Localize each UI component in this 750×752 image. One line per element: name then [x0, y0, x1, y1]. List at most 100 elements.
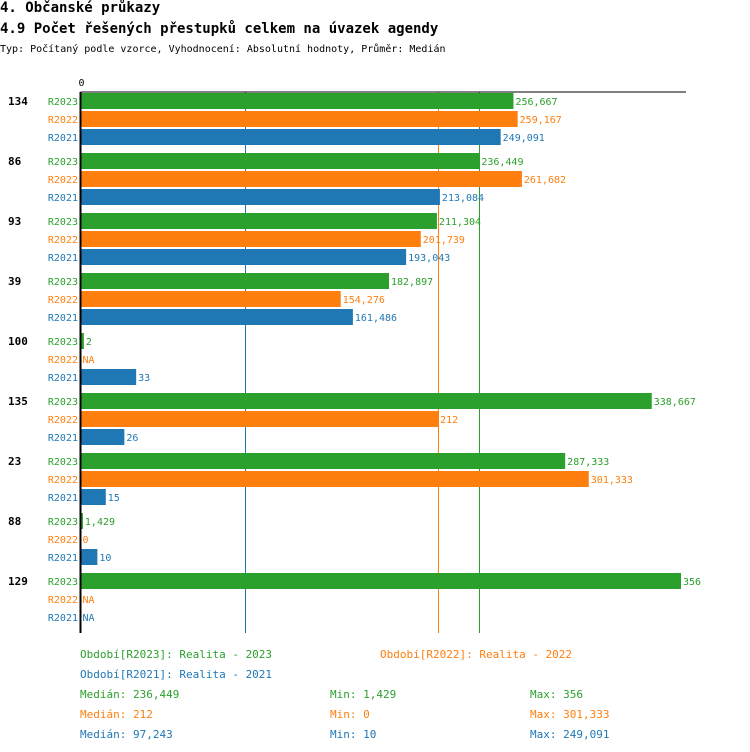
data-label: 201,739 — [423, 235, 465, 246]
data-label: 26 — [126, 433, 138, 444]
data-label: 0 — [83, 535, 89, 546]
data-label: 182,897 — [391, 277, 433, 288]
bar-r2023 — [80, 213, 437, 229]
data-label: 301,333 — [591, 475, 633, 486]
data-label: NA — [83, 355, 95, 366]
series-label-r2023: R2023 — [48, 577, 78, 588]
bar-r2021 — [80, 309, 353, 325]
bar-r2022 — [80, 171, 522, 187]
bar-r2021 — [80, 129, 501, 145]
category-label: 23 — [8, 455, 21, 468]
data-label: 287,333 — [567, 457, 609, 468]
bar-r2021 — [80, 549, 98, 565]
data-label: 193,043 — [408, 253, 450, 264]
series-label-r2022: R2022 — [48, 595, 78, 606]
data-label: NA — [83, 613, 95, 624]
data-label: 2 — [86, 337, 92, 348]
stat-max-2023: Max: 356 — [530, 688, 583, 701]
bar-r2021 — [80, 429, 125, 445]
data-label: 10 — [99, 553, 111, 564]
legend-period-2023: Období[R2023]: Realita - 2023 — [80, 648, 273, 661]
category-label: 129 — [8, 575, 28, 588]
data-label: 33 — [138, 373, 150, 384]
data-label: 211,304 — [439, 217, 481, 228]
data-label: NA — [83, 595, 95, 606]
stat-median-2021: Medián: 97,243 — [80, 728, 173, 741]
series-label-r2023: R2023 — [48, 217, 78, 228]
stat-min-2022: Min: 0 — [330, 708, 370, 721]
bar-r2023 — [80, 93, 514, 109]
bar-r2023 — [80, 513, 83, 529]
series-label-r2021: R2021 — [48, 193, 78, 204]
series-label-r2023: R2023 — [48, 457, 78, 468]
category-label: 100 — [8, 335, 28, 348]
data-label: 161,486 — [355, 313, 397, 324]
bar-r2021 — [80, 189, 440, 205]
series-label-r2022: R2022 — [48, 175, 78, 186]
series-label-r2022: R2022 — [48, 535, 78, 546]
data-label: 212 — [440, 415, 458, 426]
series-label-r2021: R2021 — [48, 313, 78, 324]
bar-r2023 — [80, 393, 652, 409]
series-label-r2022: R2022 — [48, 235, 78, 246]
category-label: 135 — [8, 395, 28, 408]
data-label: 256,667 — [515, 97, 557, 108]
data-label: 259,167 — [520, 115, 562, 126]
data-label: 249,091 — [503, 133, 545, 144]
bar-r2022 — [80, 411, 439, 427]
chart-title: 4.9 Počet řešených přestupků celkem na ú… — [0, 21, 439, 37]
series-label-r2022: R2022 — [48, 115, 78, 126]
stat-min-2023: Min: 1,429 — [330, 688, 397, 701]
series-label-r2021: R2021 — [48, 493, 78, 504]
data-label: 15 — [108, 493, 120, 504]
page-title: 4. Občanské průkazy — [0, 0, 161, 16]
chart-meta: Typ: Počítaný podle vzorce, Vyhodnocení:… — [0, 44, 446, 55]
data-label: 154,276 — [343, 295, 385, 306]
stat-median-2023: Medián: 236,449 — [80, 688, 180, 701]
legend-period-2022: Období[R2022]: Realita - 2022 — [380, 648, 573, 661]
stat-max-2021: Max: 249,091 — [530, 728, 610, 741]
bar-chart: 0 134 R2023 256,667 R2022 259,167 R2021 249,091… — [8, 78, 701, 633]
category-label: 39 — [8, 275, 21, 288]
series-label-r2021: R2021 — [48, 553, 78, 564]
stat-max-2022: Max: 301,333 — [530, 708, 610, 721]
bar-r2023 — [80, 453, 566, 469]
category-label: 88 — [8, 515, 21, 528]
data-label: 261,682 — [524, 175, 566, 186]
series-label-r2021: R2021 — [48, 433, 78, 444]
bar-r2023 — [80, 273, 390, 289]
series-label-r2021: R2021 — [48, 253, 78, 264]
data-label: 1,429 — [85, 517, 115, 528]
category-label: 134 — [8, 95, 28, 108]
bar-r2021 — [80, 369, 137, 385]
series-label-r2021: R2021 — [48, 133, 78, 144]
bar-r2023 — [80, 573, 681, 589]
legend-period-2021: Období[R2021]: Realita - 2021 — [80, 668, 273, 681]
series-label-r2021: R2021 — [48, 613, 78, 624]
bar-r2022 — [80, 471, 589, 487]
stat-median-2022: Medián: 212 — [80, 708, 153, 721]
series-label-r2022: R2022 — [48, 355, 78, 366]
series-label-r2022: R2022 — [48, 415, 78, 426]
series-label-r2023: R2023 — [48, 157, 78, 168]
bar-r2021 — [80, 249, 407, 265]
series-label-r2022: R2022 — [48, 475, 78, 486]
bar-r2022 — [80, 111, 518, 127]
data-label: 338,667 — [654, 397, 696, 408]
x-axis-origin-label: 0 — [79, 78, 85, 89]
data-label: 356 — [683, 577, 701, 588]
stat-min-2021: Min: 10 — [330, 728, 377, 741]
bar-r2023 — [80, 153, 480, 169]
data-label: 213,084 — [442, 193, 484, 204]
bar-r2023 — [80, 333, 84, 349]
series-label-r2021: R2021 — [48, 373, 78, 384]
data-label: 236,449 — [481, 157, 523, 168]
series-label-r2023: R2023 — [48, 517, 78, 528]
bar-r2022 — [80, 291, 341, 307]
series-label-r2023: R2023 — [48, 337, 78, 348]
series-label-r2022: R2022 — [48, 295, 78, 306]
series-label-r2023: R2023 — [48, 397, 78, 408]
bar-r2022 — [80, 231, 421, 247]
category-label: 86 — [8, 155, 22, 168]
series-label-r2023: R2023 — [48, 277, 78, 288]
